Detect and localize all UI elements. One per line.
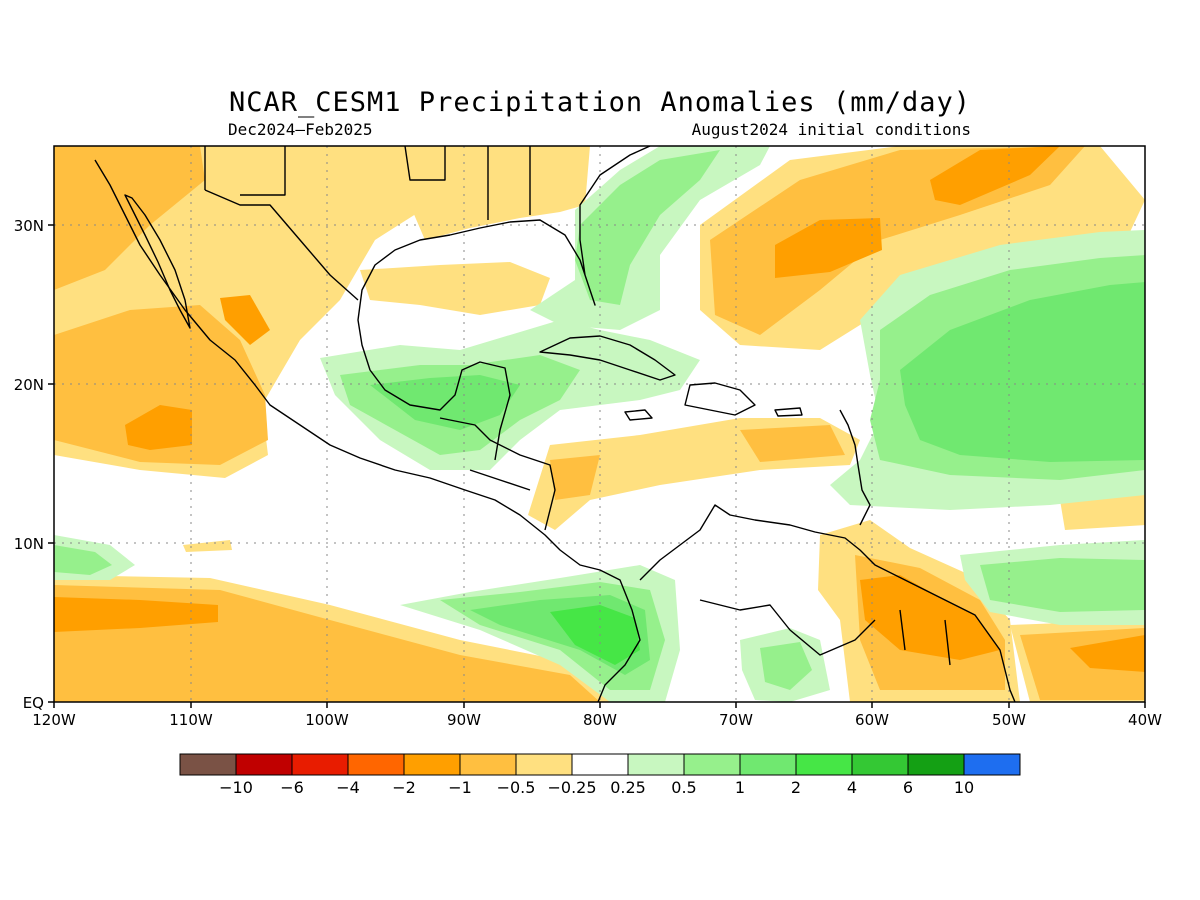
wet-strong-yucatan <box>370 375 520 430</box>
coastline-mexico-pacific <box>94 159 641 702</box>
colorbar-label: 1 <box>735 778 745 797</box>
lat-tick-label: 10N <box>14 535 44 553</box>
dry-strong-mexico <box>220 295 270 345</box>
lon-tick-label: 40W <box>1128 711 1162 729</box>
dry-strong-tropical-pacific <box>54 597 218 632</box>
map-plot-area <box>54 146 1145 702</box>
colorbar-labels: −10 −6 −4 −2 −1 −0.5 −0.25 0.25 0.5 1 2 4 6 10 <box>219 778 974 797</box>
dry-moderate-atlantic-belt <box>710 146 1085 335</box>
dry-strong-equatorial-atlantic <box>1070 635 1145 672</box>
colorbar-swatch <box>963 753 1021 776</box>
colorbar-swatch <box>627 753 685 776</box>
dry-strong-guianas <box>860 575 1000 660</box>
coastline-lesser-antilles <box>839 409 871 526</box>
coastlines-and-borders <box>94 146 1016 702</box>
colorbar-swatch <box>235 753 293 776</box>
colorbar-swatch <box>291 753 349 776</box>
colorbar-swatch <box>683 753 741 776</box>
colorbar-label: −2 <box>392 778 416 797</box>
wet-strong-subtropical-atlantic <box>900 282 1145 462</box>
dry-strong-pacific-cell <box>125 405 192 450</box>
wet-moderate-venezuela <box>760 642 812 690</box>
lat-tick-label: 30N <box>14 217 44 235</box>
coastline-puerto-rico <box>774 407 803 417</box>
colorbar-label: 10 <box>954 778 974 797</box>
colorbar-label: 4 <box>847 778 857 797</box>
dry-region-small-pacific <box>183 540 232 552</box>
latitude-tick-labels: 30N 20N 10N EQ <box>14 217 44 712</box>
coastline-baja-california <box>124 194 191 329</box>
colorbar-swatch <box>347 753 405 776</box>
lon-tick-label: 60W <box>855 711 889 729</box>
border-colombia-venezuela <box>699 599 951 666</box>
wet-anomaly-heavy-regions <box>550 605 640 665</box>
lon-tick-label: 120W <box>32 711 76 729</box>
dry-region-gulf-west <box>360 262 550 315</box>
coastline-gulf-of-mexico <box>357 234 511 461</box>
dry-moderate-central-america-sea <box>550 455 600 500</box>
coastline-hispaniola <box>684 382 756 416</box>
colorbar <box>179 753 1021 776</box>
map-initial-conditions: August2024 initial conditions <box>692 120 971 139</box>
colorbar-label: −4 <box>336 778 360 797</box>
colorbar-swatch <box>459 753 517 776</box>
border-central-america <box>439 417 556 531</box>
colorbar-label: 0.25 <box>610 778 646 797</box>
colorbar-swatch <box>571 753 629 776</box>
wet-heavy-colombia <box>550 605 640 665</box>
colorbar-label: −0.25 <box>547 778 596 797</box>
axis-tick-marks <box>48 224 1146 708</box>
colorbar-swatch <box>403 753 461 776</box>
lat-tick-label: EQ <box>23 694 44 712</box>
colorbar-swatch <box>907 753 965 776</box>
border-us-states <box>204 146 531 220</box>
colorbar-swatch <box>515 753 573 776</box>
coastline-us-gulf <box>449 146 651 306</box>
colorbar-label: −10 <box>219 778 253 797</box>
border-us-mexico <box>204 189 359 301</box>
colorbar-swatch <box>851 753 909 776</box>
colorbar-label: 0.5 <box>671 778 696 797</box>
lon-tick-label: 50W <box>992 711 1026 729</box>
lon-tick-label: 90W <box>447 711 481 729</box>
dry-strong-atlantic-cell <box>775 218 882 278</box>
map-period: Dec2024–Feb2025 <box>228 120 373 139</box>
dry-anomaly-strong-regions <box>54 146 1145 672</box>
lon-tick-label: 70W <box>719 711 753 729</box>
colorbar-swatch <box>795 753 853 776</box>
lon-tick-label: 100W <box>305 711 349 729</box>
lat-tick-label: 20N <box>14 376 44 394</box>
dry-moderate-mexico-pacific <box>54 305 268 465</box>
colorbar-swatch <box>739 753 797 776</box>
colorbar-label: −0.5 <box>497 778 536 797</box>
coastline-jamaica <box>624 409 653 421</box>
colorbar-label: −6 <box>280 778 304 797</box>
dry-strong-northeast-atlantic <box>930 146 1060 205</box>
colorbar-label: 6 <box>903 778 913 797</box>
colorbar-swatch <box>179 753 237 776</box>
lon-tick-label: 80W <box>583 711 617 729</box>
coastline-south-america-north <box>639 504 1016 702</box>
dry-region-us-gulf-coast <box>410 146 590 240</box>
longitude-tick-labels: 120W 110W 100W 90W 80W 70W 60W 50W 40W <box>32 711 1162 729</box>
wet-moderate-atlantic-band <box>980 558 1145 612</box>
coastline-cuba <box>539 335 676 381</box>
lon-tick-label: 110W <box>169 711 213 729</box>
map-gridlines <box>54 146 1145 702</box>
colorbar-label: 2 <box>791 778 801 797</box>
dry-moderate-eastern-pacific <box>54 146 205 290</box>
map-title: NCAR_CESM1 Precipitation Anomalies (mm/d… <box>229 87 971 118</box>
wet-moderate-florida-bahamas <box>575 150 720 305</box>
colorbar-label: −1 <box>448 778 472 797</box>
wet-moderate-pacific-west <box>54 545 112 575</box>
dry-moderate-caribbean <box>740 425 845 462</box>
